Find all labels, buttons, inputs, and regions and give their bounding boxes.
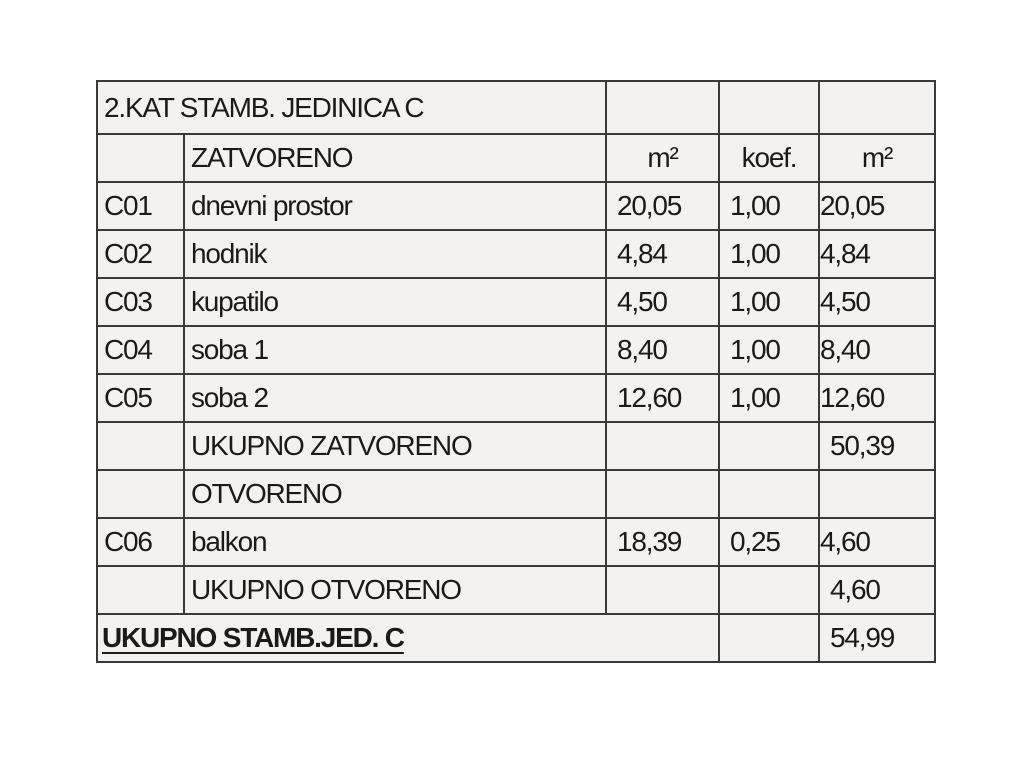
header-closed: ZATVORENO [183, 133, 607, 183]
table-title: 2.KAT STAMB. JEDINICA C [96, 80, 607, 135]
room-code: C05 [96, 373, 185, 423]
room-result: 4,50 [818, 277, 936, 327]
room-coef: 1,00 [718, 325, 820, 375]
room-result: 20,05 [818, 181, 936, 231]
open-header: OTVORENO [183, 469, 607, 519]
room-name: balkon [183, 517, 607, 567]
room-result: 12,60 [818, 373, 936, 423]
closed-total-label: UKUPNO ZATVORENO [183, 421, 607, 471]
room-name: soba 1 [183, 325, 607, 375]
table-row: C04 soba 1 8,40 1,00 8,40 [96, 325, 936, 375]
grand-total-row: UKUPNO STAMB.JED. C 54,99 [96, 613, 936, 663]
room-code: C01 [96, 181, 185, 231]
room-code: C06 [96, 517, 185, 567]
room-name: kupatilo [183, 277, 607, 327]
room-coef: 0,25 [718, 517, 820, 567]
room-code: C03 [96, 277, 185, 327]
room-area: 12,60 [605, 373, 720, 423]
room-code: C02 [96, 229, 185, 279]
closed-total-row: UKUPNO ZATVORENO 50,39 [96, 421, 936, 471]
room-name: dnevni prostor [183, 181, 607, 231]
room-code: C04 [96, 325, 185, 375]
room-name: hodnik [183, 229, 607, 279]
room-coef: 1,00 [718, 277, 820, 327]
title-row: 2.KAT STAMB. JEDINICA C [96, 80, 936, 135]
room-result: 8,40 [818, 325, 936, 375]
table-row: C06 balkon 18,39 0,25 4,60 [96, 517, 936, 567]
room-area: 18,39 [605, 517, 720, 567]
room-area: 4,50 [605, 277, 720, 327]
room-coef: 1,00 [718, 229, 820, 279]
room-coef: 1,00 [718, 373, 820, 423]
room-area: 8,40 [605, 325, 720, 375]
room-coef: 1,00 [718, 181, 820, 231]
table-row: C02 hodnik 4,84 1,00 4,84 [96, 229, 936, 279]
room-name: soba 2 [183, 373, 607, 423]
grand-total-value: 54,99 [818, 613, 936, 663]
header-row: ZATVORENO m² koef. m² [96, 133, 936, 183]
table-row: C03 kupatilo 4,50 1,00 4,50 [96, 277, 936, 327]
table-row: C05 soba 2 12,60 1,00 12,60 [96, 373, 936, 423]
closed-total-value: 50,39 [818, 421, 936, 471]
grand-total-label: UKUPNO STAMB.JED. C [102, 622, 405, 653]
room-area: 20,05 [605, 181, 720, 231]
open-header-row: OTVORENO [96, 469, 936, 519]
open-total-row: UKUPNO OTVORENO 4,60 [96, 565, 936, 615]
header-coef: koef. [718, 133, 820, 183]
open-total-value: 4,60 [818, 565, 936, 615]
header-area: m² [605, 133, 720, 183]
table-row: C01 dnevni prostor 20,05 1,00 20,05 [96, 181, 936, 231]
room-result: 4,60 [818, 517, 936, 567]
room-area: 4,84 [605, 229, 720, 279]
area-table: 2.KAT STAMB. JEDINICA C ZATVORENO m² koe… [96, 80, 936, 663]
room-result: 4,84 [818, 229, 936, 279]
open-total-label: UKUPNO OTVORENO [183, 565, 607, 615]
header-area-result: m² [818, 133, 936, 183]
